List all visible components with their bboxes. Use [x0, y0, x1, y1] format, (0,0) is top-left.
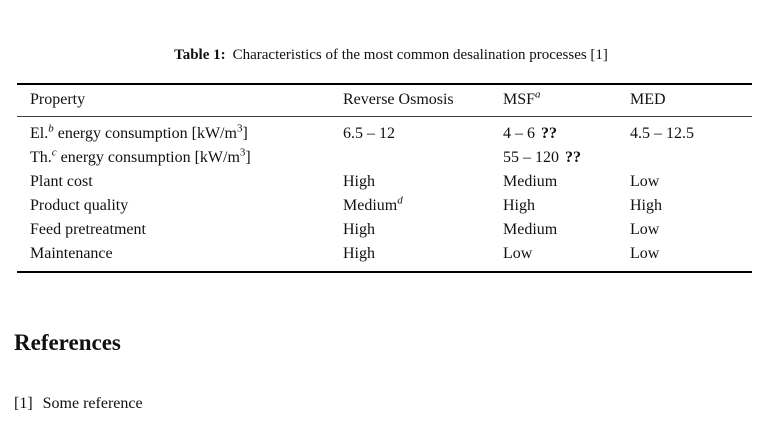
col-header-msf: MSFa [503, 84, 630, 117]
cell-med [630, 146, 752, 170]
cell-reverse-osmosis: 6.5 – 12 [343, 124, 395, 142]
footnote-marker: c [51, 146, 57, 159]
table-header-row: Property Reverse Osmosis MSFa MED [17, 84, 752, 117]
cell-reverse-osmosis: Mediumd [343, 194, 403, 214]
cell-med: 4.5 – 12.5 [630, 124, 694, 142]
row-label: Th.c energy consumption [kW/m3] [30, 146, 251, 166]
table-caption-text: Characteristics of the most common desal… [232, 47, 608, 63]
table-row-product-quality: Product quality Mediumd High High [17, 194, 752, 218]
undefined-reference-marker: ?? [565, 148, 581, 166]
footnote-marker: a [535, 88, 541, 101]
row-label: Feed pretreatment [30, 220, 146, 238]
cell-msf: Medium [503, 172, 558, 190]
cell-msf: 4 – 6?? [503, 124, 557, 142]
undefined-reference-marker: ?? [541, 124, 557, 142]
cell-reverse-osmosis [343, 146, 503, 170]
cell-reverse-osmosis: High [343, 172, 375, 190]
cell-reverse-osmosis: High [343, 220, 375, 238]
cell-msf: Low [503, 244, 533, 262]
table-caption-label: Table 1: [174, 47, 226, 63]
reference-marker: [1] [14, 395, 33, 412]
row-label: El.b energy consumption [kW/m3] [30, 122, 248, 142]
table-row-plant-cost: Plant cost High Medium Low [17, 170, 752, 194]
footnote-marker: b [48, 122, 54, 135]
cell-med: Low [630, 220, 660, 238]
cell-msf: 55 – 120?? [503, 148, 581, 166]
cell-med: Low [630, 244, 660, 262]
cell-med: High [630, 196, 662, 214]
exponent: 3 [236, 122, 243, 135]
table-row-electrical-energy: El.b energy consumption [kW/m3] 6.5 – 12… [17, 116, 752, 146]
reference-item: [1] Some reference [14, 393, 143, 415]
cell-reverse-osmosis: High [343, 244, 375, 262]
cell-med: Low [630, 172, 660, 190]
row-label: Product quality [30, 196, 129, 214]
col-header-property: Property [17, 84, 343, 117]
desalination-table: Property Reverse Osmosis MSFa MED El.b e… [17, 83, 752, 273]
table-row-feed-pretreatment: Feed pretreatment High Medium Low [17, 218, 752, 242]
table-row-thermal-energy: Th.c energy consumption [kW/m3] 55 – 120… [17, 146, 752, 170]
cell-msf: High [503, 196, 535, 214]
exponent: 3 [239, 146, 246, 159]
references-heading: References [14, 330, 121, 355]
reference-text: Some reference [42, 395, 143, 412]
cell-msf: Medium [503, 220, 558, 238]
row-label: Maintenance [30, 244, 113, 262]
row-label: Plant cost [30, 172, 93, 190]
table-row-maintenance: Maintenance High Low Low [17, 242, 752, 272]
table-caption: Table 1: Characteristics of the most comm… [0, 46, 782, 65]
col-header-med: MED [630, 84, 752, 117]
footnote-marker: d [397, 194, 403, 207]
col-header-reverse-osmosis: Reverse Osmosis [343, 84, 503, 117]
